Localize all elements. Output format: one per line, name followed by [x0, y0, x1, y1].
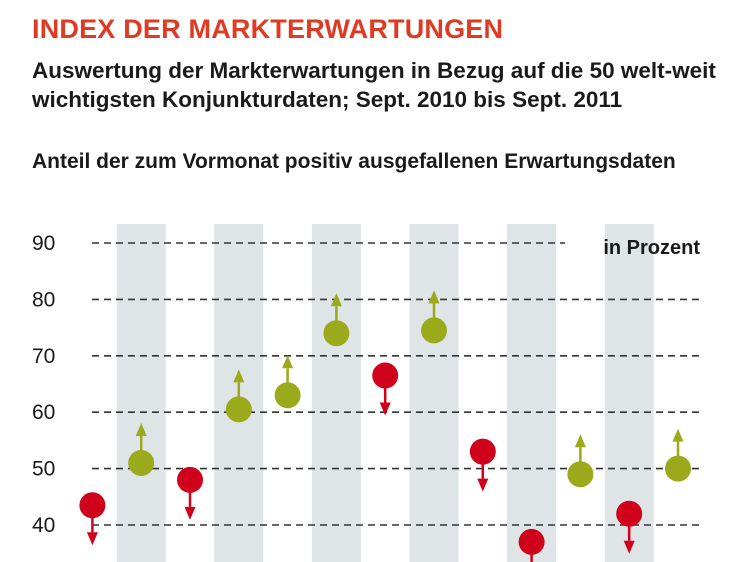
arrow-up-icon [135, 422, 147, 436]
unit-label: in Prozent [603, 237, 700, 259]
shaded-band [311, 224, 361, 562]
arrow-up-icon [330, 293, 342, 307]
data-point-up [225, 369, 252, 423]
point-marker [128, 449, 155, 476]
y-axis-ticks: 40 50 60 70 80 90 [32, 232, 55, 537]
data-point-up [567, 434, 594, 488]
y-tick-label: 80 [32, 288, 55, 311]
point-marker [79, 492, 106, 519]
point-marker [177, 466, 203, 493]
point-marker [323, 320, 350, 347]
data-point-up [421, 290, 447, 344]
data-point-down [518, 528, 545, 562]
point-marker [421, 317, 447, 344]
arrow-down-icon [86, 532, 98, 546]
shaded-band [116, 224, 166, 562]
arrow-down-icon [477, 478, 489, 492]
y-tick-label: 90 [32, 232, 55, 255]
data-point-down [177, 466, 203, 520]
arrow-down-icon [184, 506, 196, 520]
point-marker [665, 455, 691, 482]
point-marker [567, 461, 594, 488]
point-marker [518, 528, 545, 555]
shaded-band [409, 224, 459, 562]
y-tick-label: 70 [32, 345, 55, 368]
data-point-up [274, 355, 301, 409]
data-point-down [616, 500, 643, 554]
arrow-up-icon [282, 355, 294, 369]
y-tick-label: 60 [32, 401, 55, 424]
chart-title: INDEX DER MARKTERWARTUNGEN [32, 14, 504, 44]
data-points [79, 290, 691, 562]
chart-caption: Anteil der zum Vormonat positiv ausgefal… [32, 150, 676, 173]
arrow-down-icon [379, 402, 391, 416]
data-point-up [128, 422, 155, 476]
point-marker [225, 396, 252, 423]
point-marker [616, 500, 643, 527]
data-point-down [372, 362, 399, 416]
data-point-down [469, 438, 496, 492]
data-point-up [665, 428, 691, 482]
point-marker [274, 382, 301, 409]
arrow-down-icon [623, 540, 635, 554]
shaded-band [507, 224, 557, 562]
point-marker [372, 362, 399, 389]
arrow-up-icon [233, 369, 245, 383]
grid-lines [92, 242, 702, 526]
point-marker [469, 438, 496, 465]
data-point-up [323, 293, 350, 347]
data-point-down [79, 492, 106, 546]
shaded-bands [116, 224, 654, 562]
arrow-up-icon [672, 428, 684, 442]
arrow-up-icon [428, 290, 440, 304]
y-tick-label: 50 [32, 458, 55, 481]
y-tick-label: 40 [32, 514, 55, 537]
chart-subtitle: Auswertung der Markterwartungen in Bezug… [32, 58, 716, 112]
arrow-up-icon [574, 434, 586, 448]
